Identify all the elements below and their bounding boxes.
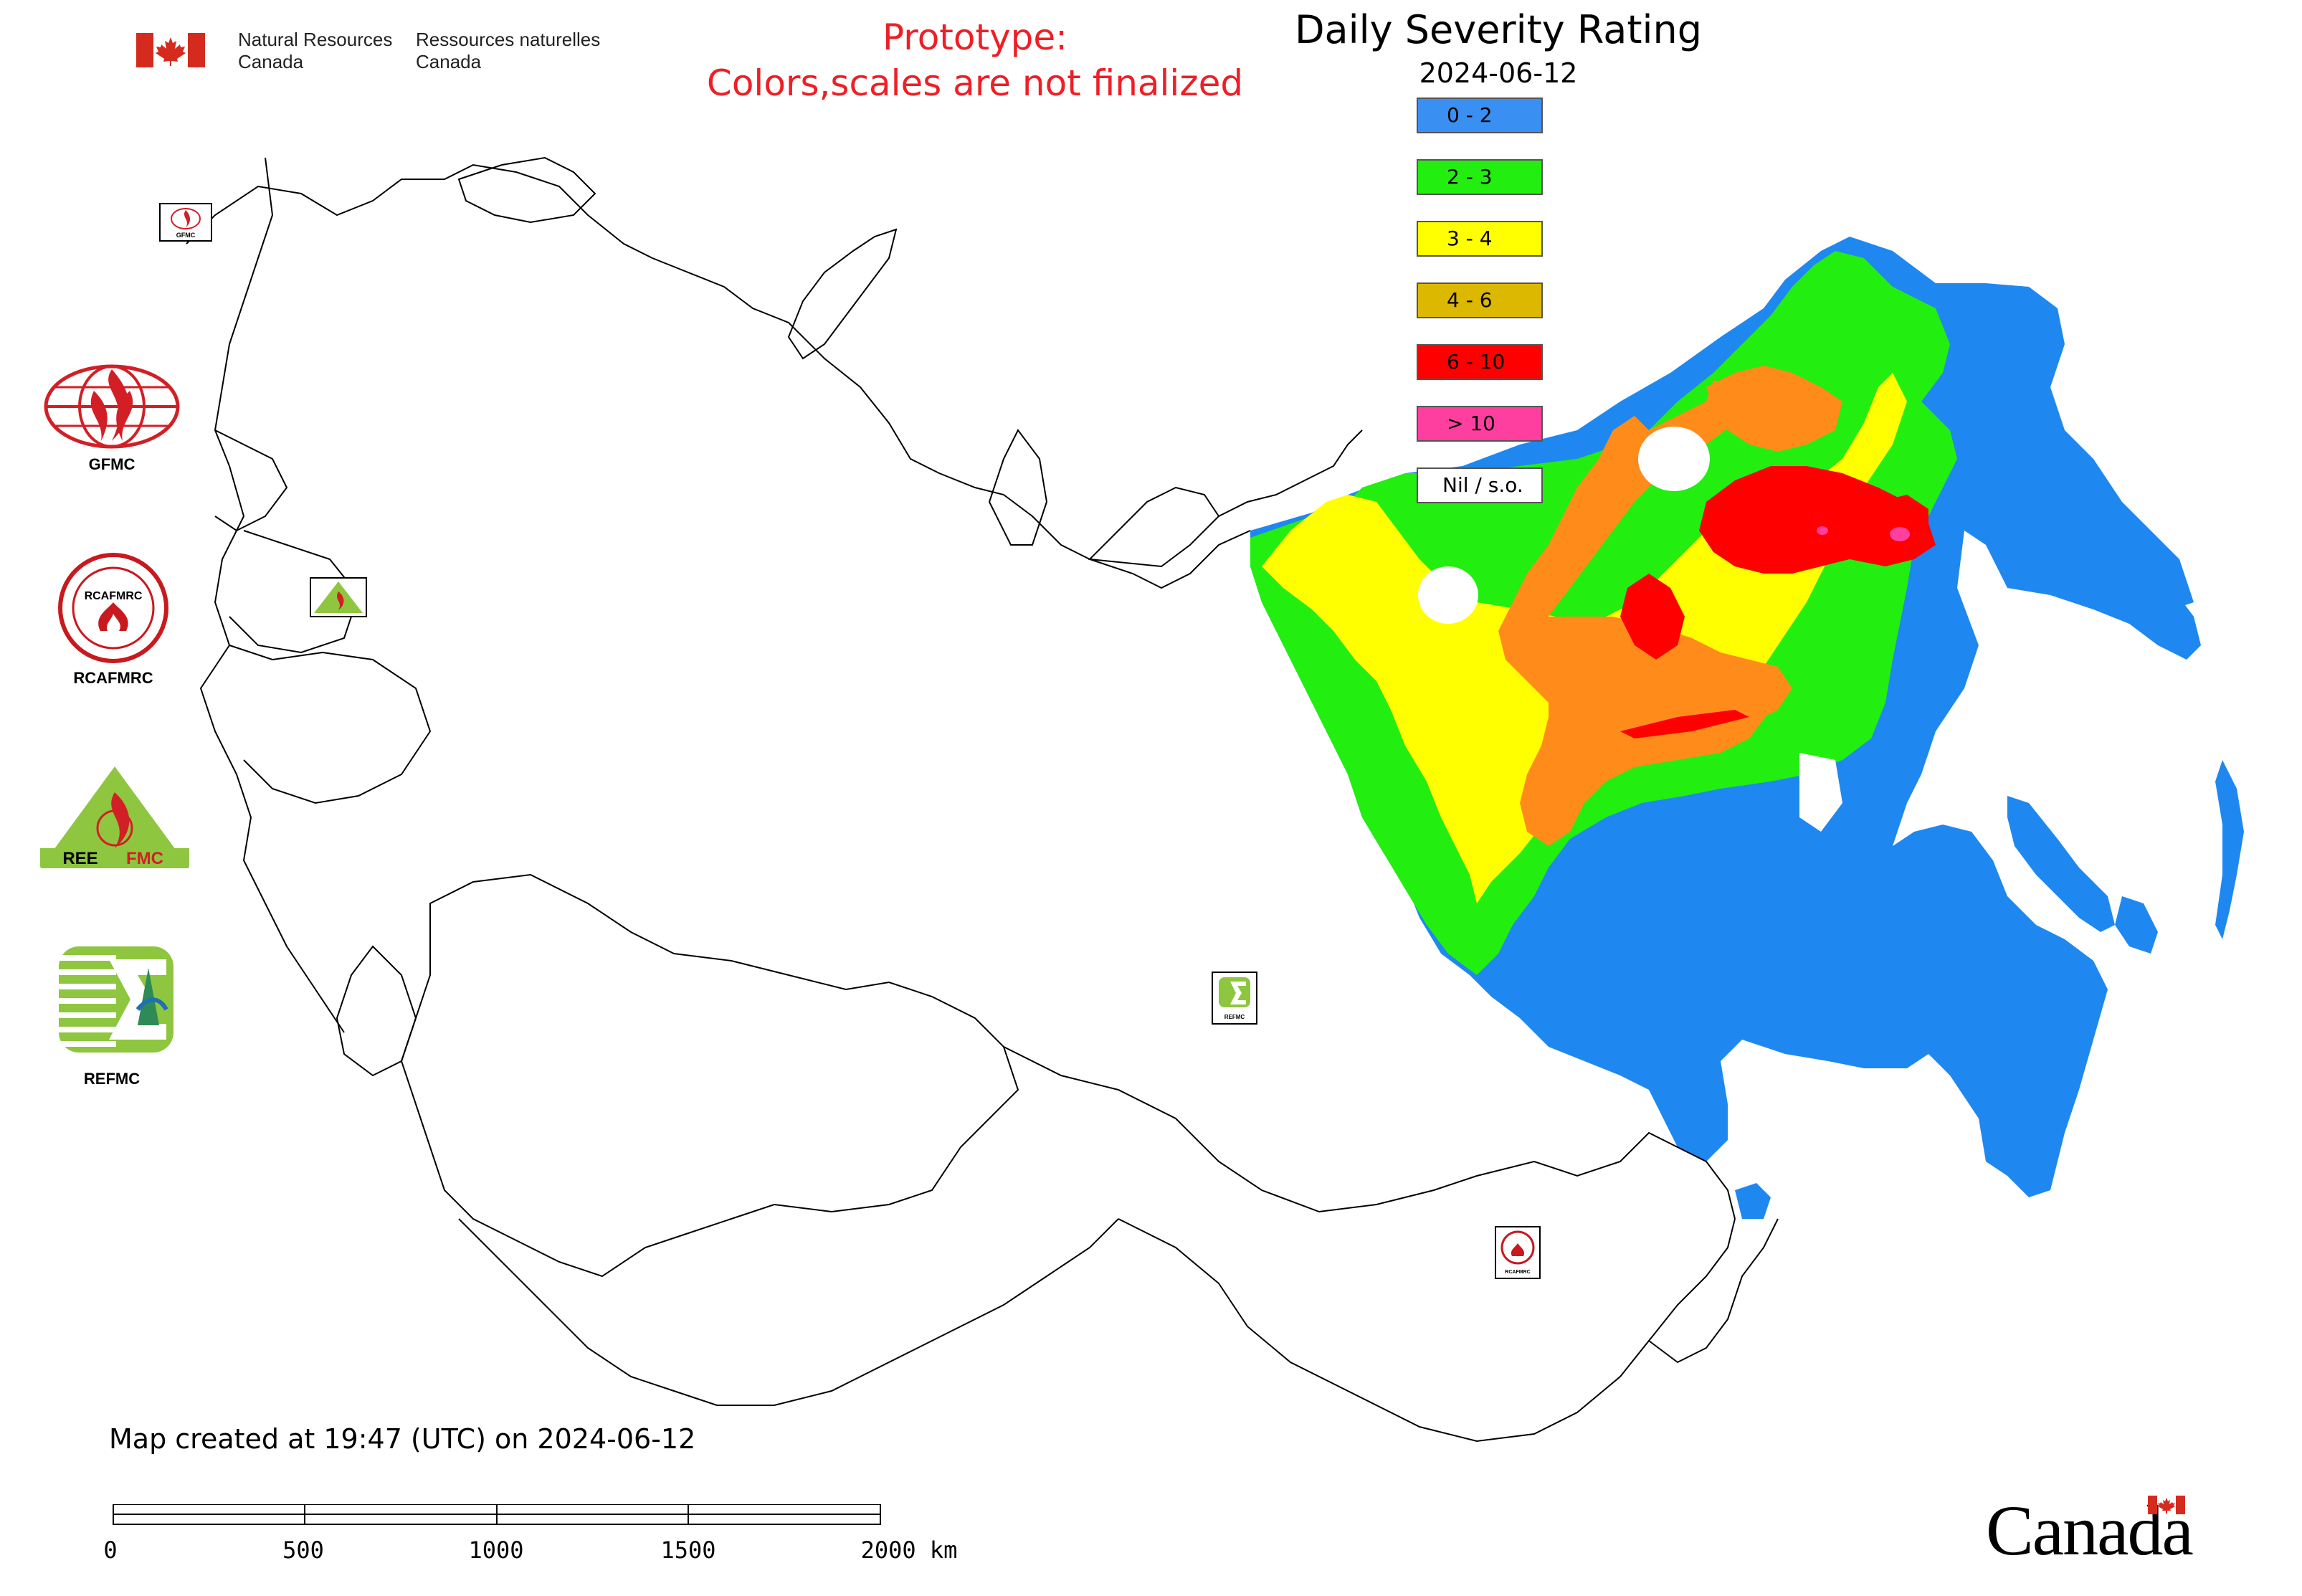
map-date: 2024-06-12 xyxy=(1419,57,1578,89)
svg-text:RCAFMRC: RCAFMRC xyxy=(1505,1270,1530,1275)
severity-zone-hokkaido xyxy=(2115,896,2158,954)
gfmc-label: GFMC xyxy=(88,455,135,473)
scale-bar xyxy=(113,1504,881,1525)
canada-wordmark-flag-icon xyxy=(2148,1496,2185,1514)
org-name-en: Natural Resources Canada xyxy=(238,29,393,72)
finland-border xyxy=(214,157,274,467)
scale-tick-1500: 1500 xyxy=(660,1536,716,1564)
severity-zone-red-west xyxy=(1620,574,1685,660)
severity-zone-kurils xyxy=(2215,760,2244,939)
caspian-sea xyxy=(336,945,417,1077)
svg-text:REFMC: REFMC xyxy=(1224,1014,1245,1020)
baltic-states xyxy=(214,429,288,532)
svg-text:RCAFMRC: RCAFMRC xyxy=(85,590,143,602)
western-border xyxy=(199,465,345,1033)
kola-peninsula xyxy=(457,156,596,224)
severity-zone-magenta xyxy=(1890,527,1910,541)
nil-patch-west xyxy=(1418,566,1478,624)
central-asia xyxy=(458,1218,1119,1406)
nil-patch-north xyxy=(1638,427,1710,491)
severity-zone-red-streak xyxy=(1620,710,1749,738)
legend-item-2-3: 2 - 3 xyxy=(1417,159,1543,195)
scale-tick-2000: 2000 km xyxy=(860,1536,958,1564)
yamal-peninsula xyxy=(988,429,1048,546)
legend-item-0-2: 0 - 2 xyxy=(1417,98,1543,133)
russia-mongolia-border xyxy=(1003,1046,1736,1220)
canada-wordmark: Canada xyxy=(1986,1491,2194,1570)
rcafmrc-label: RCAFMRC xyxy=(73,669,153,687)
legend-item-nil: Nil / s.o. xyxy=(1417,467,1543,503)
ukraine xyxy=(229,645,432,804)
severity-zone-kamchatka xyxy=(1986,283,2194,609)
legend-item-4-6: 4 - 6 xyxy=(1417,282,1543,318)
scale-tick-0: 0 xyxy=(103,1536,118,1564)
severity-zone-magenta-2 xyxy=(1817,526,1828,535)
org-name-fr: Ressources naturelles Canada xyxy=(416,29,601,72)
severity-zone-orange-north xyxy=(1706,366,1842,452)
novaya-zemlya xyxy=(787,228,898,360)
refmc-small-logo: REFMC xyxy=(1212,972,1257,1025)
kazakhstan xyxy=(400,873,1019,1278)
reefmc-logo: REE FMC xyxy=(40,766,189,868)
severity-zone-orange xyxy=(1498,380,1792,746)
siberia-coast xyxy=(1218,429,1363,517)
legend-item-gt-10: > 10 xyxy=(1417,406,1543,442)
severity-zone-island-south xyxy=(1735,1183,1771,1219)
prototype-notice: Prototype: Colors,scales are not finaliz… xyxy=(660,14,1290,106)
gfmc-logo xyxy=(44,364,180,449)
prototype-line-2: Colors,scales are not finalized xyxy=(706,62,1244,104)
gfmc-small-logo: GFMC xyxy=(159,203,212,242)
rcafmrc-small-logo: RCAFMRC xyxy=(1495,1226,1541,1279)
prototype-line-1: Prototype: xyxy=(882,16,1068,58)
scale-tick-1000: 1000 xyxy=(468,1536,524,1564)
map-title: Daily Severity Rating xyxy=(1294,7,1703,52)
russia-north-coast xyxy=(186,163,1251,589)
rcafmrc-logo: RCAFMRC xyxy=(58,553,168,663)
refmc-logo xyxy=(59,946,173,1053)
map-created-timestamp: Map created at 19:47 (UTC) on 2024-06-12 xyxy=(109,1423,696,1455)
legend-item-3-4: 3 - 4 xyxy=(1417,221,1543,257)
canada-flag-icon xyxy=(136,33,205,67)
nil-patch-east xyxy=(1799,753,1842,832)
legend-item-6-10: 6 - 10 xyxy=(1417,344,1543,380)
taymyr-peninsula xyxy=(1088,486,1220,568)
svg-text:REE: REE xyxy=(62,849,97,868)
china-northeast xyxy=(1648,1218,1779,1364)
country-borders xyxy=(186,156,1779,1443)
scale-tick-500: 500 xyxy=(282,1536,324,1564)
svg-text:FMC: FMC xyxy=(126,849,163,868)
refmc-label: REFMC xyxy=(83,1070,141,1088)
reefmc-small-logo xyxy=(310,577,367,617)
severity-region xyxy=(1250,237,2244,1219)
svg-text:GFMC: GFMC xyxy=(176,232,196,239)
mongolia xyxy=(1118,1218,1736,1443)
severity-zone-red xyxy=(1699,466,1936,574)
severity-zone-sakhalin xyxy=(2007,796,2115,932)
